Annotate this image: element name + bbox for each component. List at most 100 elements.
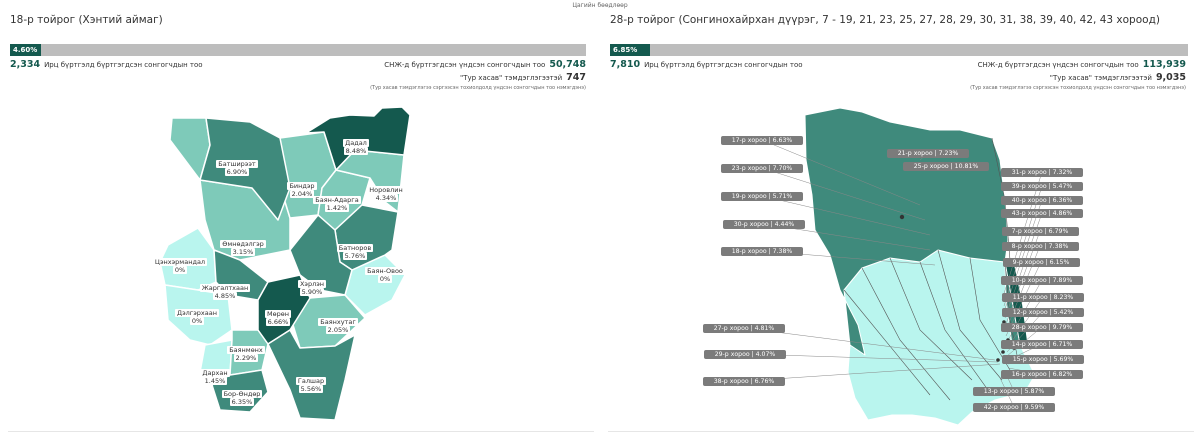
khoroo-label-22: 14-р хороо | 6.71%	[1001, 340, 1083, 349]
centroid-marker	[1002, 320, 1006, 324]
region-galshar[interactable]	[267, 329, 356, 421]
region-value: 2.29%	[233, 354, 259, 362]
region-value: 0%	[189, 317, 205, 325]
region-value: 8.48%	[343, 147, 369, 155]
centroid-marker	[899, 214, 905, 220]
left-title: 18-р тойрог (Хэнтий аймаг)	[10, 14, 163, 26]
region-name: Баянхутаг	[318, 318, 358, 326]
leader-line	[761, 195, 931, 236]
khoroo-label-21: 28-р хороо | 9.79%	[1001, 323, 1083, 332]
right-special-label: "Тур хасав" тэмдэглэгээтэй	[1049, 74, 1152, 82]
khoroo-label-8: 27-р хороо | 4.81%	[703, 324, 785, 333]
left-special: "Тур хасав" тэмдэглэгээтэй 747	[460, 72, 586, 83]
region-label-15: Баянмөнх 2.29%	[211, 346, 281, 362]
region-value: 5.90%	[299, 288, 325, 296]
left-voters-value: 50,748	[549, 59, 586, 70]
khoroo-label-4: 23-р хороо | 7.70%	[721, 164, 803, 173]
khoroo-label-18: 10-р хороо | 7.89%	[1001, 276, 1083, 285]
region-name: Батноров	[336, 244, 374, 252]
right-turnout-label: 6.85%	[613, 46, 638, 54]
left-divider	[8, 431, 594, 442]
khoroo-label-15: 7-р хороо | 6.79%	[1001, 227, 1079, 236]
khoroo-label-9: 29-р хороо | 4.07%	[704, 350, 786, 359]
region-name: Хэрлэн	[297, 280, 327, 288]
region-name: Галшар	[295, 377, 327, 385]
khoroo-label-1: 21-р хороо | 7.23%	[887, 149, 969, 158]
region-label-7: Батноров 5.76%	[320, 244, 390, 260]
region-value: 6.66%	[265, 318, 291, 326]
region-value: 4.34%	[373, 194, 399, 202]
region-dadal[interactable]	[305, 106, 411, 171]
region-label-16: Дархан 1.45%	[180, 369, 250, 385]
region-value: 1.45%	[202, 377, 228, 385]
region-name: Мөрөн	[265, 310, 291, 318]
region-label-10: Хэрлэн 5.90%	[277, 280, 347, 296]
page-caption: Цагийн бөөдлөөр	[572, 2, 628, 9]
region-label-5: Норовлин 4.34%	[351, 186, 421, 202]
leader-line	[761, 167, 926, 221]
region-name: Дадал	[343, 139, 369, 147]
khoroo-label-17: 9-р хороо | 6.15%	[1002, 258, 1080, 267]
region-name: Биндэр	[287, 182, 317, 190]
khoroo-label-5: 19-р хороо | 5.71%	[721, 192, 803, 201]
left-turnout-bar: 4.60%	[10, 44, 586, 56]
khoroo-label-13: 40-р хороо | 6.36%	[1001, 196, 1083, 205]
left-voters: СНЖ-д бүртгэгдсэн үндсэн сонгогчдын тоо 5…	[384, 59, 586, 70]
region-name: Баянмөнх	[227, 346, 265, 354]
khoroo-label-11: 31-р хороо | 7.32%	[1001, 168, 1083, 177]
region-label-8: Цэнхэрмандал 0%	[145, 258, 215, 274]
region-name: Жаргалтхаан	[199, 284, 251, 292]
right-divider	[608, 431, 1194, 442]
region-value: 1.42%	[324, 204, 350, 212]
right-title: 28-р тойрог (Сонгинохайрхан дүүрэг, 7 - …	[610, 14, 1160, 26]
left-turnout-fill	[10, 44, 41, 56]
centroid-marker	[996, 358, 1000, 362]
right-voters: СНЖ-д бүртгэгдсэн үндсэн сонгогчдын тоо 1…	[978, 59, 1186, 70]
right-turnout-bar: 6.85%	[610, 44, 1188, 56]
right-registered-label: Ирц бүртгэлд бүртгэгдсэн сонгогчдын тоо	[644, 61, 803, 69]
left-registered: 2,334 Ирц бүртгэлд бүртгэгдсэн сонгогчдын…	[10, 59, 203, 70]
left-footnote: (Тур хасав тэмдэглэгээ сэргээсэн тохиолд…	[370, 85, 586, 91]
region-name: Дэлгэрхаан	[175, 309, 219, 317]
region-name: Цэнхэрмандал	[152, 258, 208, 266]
region-murun[interactable]	[257, 274, 311, 345]
khoroo-label-24: 16-р хороо | 6.82%	[1001, 370, 1083, 379]
right-voters-label: СНЖ-д бүртгэгдсэн үндсэн сонгогчдын тоо	[977, 61, 1139, 69]
khoroo-label-2: 25-р хороо | 10.81%	[903, 162, 989, 171]
khoroo-label-10: 38-р хороо | 6.76%	[703, 377, 785, 386]
region-label-11: Жаргалтхаан 4.85%	[190, 284, 260, 300]
region-name: Баян-Овоо	[365, 267, 405, 275]
region-value: 2.04%	[289, 190, 315, 198]
region-value: 0%	[377, 275, 393, 283]
region-label-3: Биндэр 2.04%	[267, 182, 337, 198]
songinokhairkhan-map	[743, 107, 1044, 426]
khoroo-label-19: 11-р хороо | 8.23%	[1002, 293, 1084, 302]
khoroo-label-3: 17-р хороо | 6.63%	[721, 136, 803, 145]
region-label-12: Дэлгэрхаан 0%	[162, 309, 232, 325]
region-label-2: Дадал 8.48%	[321, 139, 391, 155]
region-label-4: Баян-Адарга 1.42%	[302, 196, 372, 212]
region-name: Өмнөдэлгэр	[220, 240, 266, 248]
region-value: 4.85%	[212, 292, 238, 300]
leader-line	[761, 139, 921, 206]
khoroo-label-25: 13-р хороо | 5.87%	[973, 387, 1055, 396]
region-value: 5.76%	[342, 252, 368, 260]
khoroo-label-6: 30-р хороо | 4.44%	[723, 220, 805, 229]
region-value: 6.90%	[224, 168, 250, 176]
right-voters-value: 113,939	[1142, 59, 1186, 70]
leader-line	[744, 353, 999, 363]
right-footnote: (Тур хасав тэмдэглэгээ сэргээсэн тохиолд…	[970, 85, 1186, 91]
right-turnout-fill	[610, 44, 650, 56]
left-special-label: "Тур хасав" тэмдэглэгээтэй	[460, 74, 563, 82]
region-value: 6.35%	[229, 398, 255, 406]
left-special-value: 747	[566, 72, 586, 83]
region-name: Батширээт	[216, 160, 258, 168]
region-label-17: Бор-Өндөр 6.35%	[207, 390, 277, 406]
right-special-value: 9,035	[1155, 72, 1186, 83]
right-registered-value: 7,810	[610, 59, 641, 70]
left-voters-label: СНЖ-д бүртгэгдсэн үндсэн сонгогчдын тоо	[384, 61, 546, 69]
right-panel: 28-р тойрог (Сонгинохайрхан дүүрэг, 7 - …	[600, 0, 1200, 441]
region-label-9: Баян-Овоо 0%	[350, 267, 420, 283]
right-registered: 7,810 Ирц бүртгэлд бүртгэгдсэн сонгогчдын…	[610, 59, 803, 70]
region-label-13: Мөрөн 6.66%	[243, 310, 313, 326]
